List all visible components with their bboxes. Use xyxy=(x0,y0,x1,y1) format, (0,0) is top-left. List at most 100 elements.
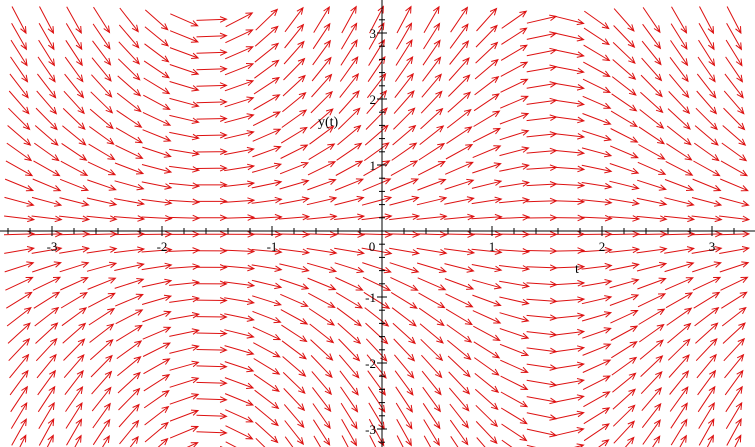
field-arrow xyxy=(338,90,360,114)
field-arrow xyxy=(306,262,338,273)
field-arrow xyxy=(4,261,35,273)
field-arrow xyxy=(695,322,719,344)
field-arrow xyxy=(637,179,667,191)
field-arrow xyxy=(394,354,415,379)
field-arrow xyxy=(6,306,32,327)
field-arrow xyxy=(444,278,475,290)
field-arrow xyxy=(691,246,723,254)
field-arrow xyxy=(113,215,146,222)
field-arrow xyxy=(554,394,585,403)
field-arrow xyxy=(368,22,385,50)
field-arrow xyxy=(554,99,586,107)
field-arrow xyxy=(361,195,393,206)
field-arrow xyxy=(526,363,558,371)
field-arrow xyxy=(169,30,200,43)
field-arrow xyxy=(664,215,696,223)
field-arrow xyxy=(445,308,473,326)
field-arrow xyxy=(554,312,586,320)
field-arrow xyxy=(284,420,305,446)
field-arrow xyxy=(638,308,666,325)
field-arrow xyxy=(224,377,255,389)
field-arrow xyxy=(526,297,558,305)
field-arrow xyxy=(664,179,695,191)
field-arrow xyxy=(554,66,585,75)
field-arrow xyxy=(670,23,688,51)
field-arrow xyxy=(334,213,366,221)
field-arrow xyxy=(636,215,668,222)
field-arrow xyxy=(391,142,418,161)
field-arrow xyxy=(169,279,201,287)
field-arrow xyxy=(445,144,474,160)
field-arrow xyxy=(609,294,640,306)
field-arrow xyxy=(196,346,228,354)
field-arrow xyxy=(32,261,62,273)
field-arrow xyxy=(423,22,441,50)
field-arrow xyxy=(610,128,639,143)
field-arrow xyxy=(582,113,612,125)
field-arrow xyxy=(143,60,170,79)
field-arrow xyxy=(445,293,474,308)
field-arrow xyxy=(526,330,558,338)
field-arrow xyxy=(117,356,142,377)
field-arrow xyxy=(473,341,501,359)
field-arrow xyxy=(669,73,690,99)
field-arrow xyxy=(141,164,173,174)
field-arrow xyxy=(5,160,34,177)
field-arrow xyxy=(224,361,255,373)
field-arrow xyxy=(500,44,528,61)
field-arrow xyxy=(639,323,665,343)
field-arrow xyxy=(223,197,256,204)
field-arrow xyxy=(724,353,745,379)
field-arrow xyxy=(499,197,531,204)
field-arrow xyxy=(114,278,145,289)
field-arrow xyxy=(698,39,716,67)
y-tick-label: -3 xyxy=(365,422,376,437)
field-arrow xyxy=(169,148,201,157)
field-arrow xyxy=(196,231,228,238)
field-arrow xyxy=(418,142,446,161)
field-arrow xyxy=(389,213,421,221)
field-arrow xyxy=(395,402,413,430)
field-arrow xyxy=(282,74,306,97)
field-arrow xyxy=(638,126,666,145)
field-arrow xyxy=(472,145,502,159)
field-arrow xyxy=(196,49,228,56)
field-arrow xyxy=(609,246,641,254)
field-arrow xyxy=(446,126,473,145)
field-arrow xyxy=(141,246,173,254)
field-arrow xyxy=(115,293,144,307)
field-arrow xyxy=(499,163,530,172)
field-arrow xyxy=(144,26,170,47)
field-arrow xyxy=(284,6,304,33)
field-arrow xyxy=(665,160,694,176)
field-arrow xyxy=(307,277,337,291)
field-arrow xyxy=(472,310,502,324)
field-arrow xyxy=(143,390,170,409)
field-arrow xyxy=(612,404,636,427)
field-arrow xyxy=(448,387,470,412)
field-arrow xyxy=(254,42,280,63)
field-arrow xyxy=(697,369,717,396)
field-arrow xyxy=(34,125,59,146)
field-arrow xyxy=(10,39,28,67)
field-arrow xyxy=(554,427,585,437)
field-arrow xyxy=(36,90,58,115)
field-arrow xyxy=(31,215,63,223)
field-arrow xyxy=(142,342,171,357)
field-arrow xyxy=(582,130,612,142)
field-arrow xyxy=(36,353,57,379)
field-arrow xyxy=(252,111,282,127)
field-arrow xyxy=(308,143,336,161)
field-arrow xyxy=(500,391,529,408)
field-arrow xyxy=(339,56,359,82)
field-arrow xyxy=(609,262,640,271)
field-arrow xyxy=(697,385,716,413)
field-arrow xyxy=(526,379,558,388)
field-arrow xyxy=(393,107,416,130)
field-arrow xyxy=(60,291,88,309)
field-arrow xyxy=(664,261,695,273)
field-arrow xyxy=(396,418,412,447)
field-arrow xyxy=(611,76,637,96)
field-arrow xyxy=(196,164,228,172)
